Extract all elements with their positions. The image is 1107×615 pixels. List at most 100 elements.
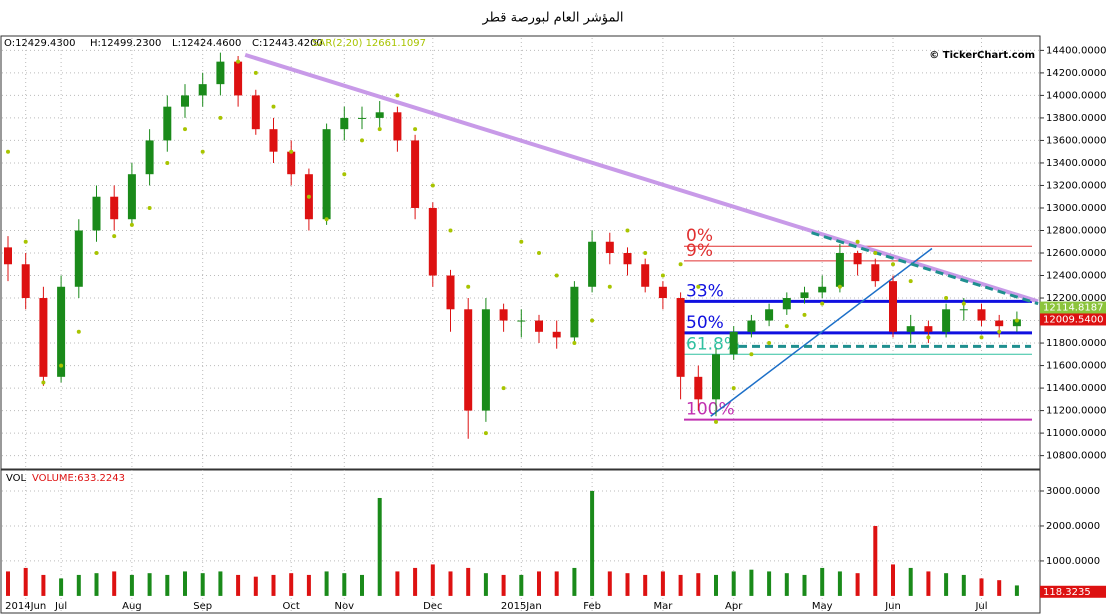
sar-dot: [607, 284, 612, 289]
volume-bar: [660, 571, 665, 596]
ohlc-close: C:12443.4200: [252, 38, 323, 49]
volume-bar: [395, 571, 400, 596]
sar-dot: [944, 296, 949, 301]
sar-dot: [873, 251, 878, 255]
last-value-label: 12114.8187: [1043, 303, 1103, 314]
volume-bar: [714, 574, 718, 596]
volume-bar: [749, 569, 754, 596]
y-tick-label: 12600.0000: [1046, 248, 1106, 259]
sar-dot: [183, 127, 187, 132]
candle-body: [765, 309, 774, 321]
volume-legend: VOLUME:633.2243: [32, 473, 125, 484]
volume-bar: [820, 567, 825, 596]
volume-frame: [0, 469, 1041, 614]
candle-body: [428, 207, 437, 276]
fib-label: 0%: [686, 226, 713, 246]
volume-bar: [908, 567, 913, 596]
sar-dot: [891, 262, 895, 267]
sar-dot: [94, 251, 99, 255]
sar-dot: [643, 251, 648, 255]
sar-dot: [749, 352, 754, 357]
candle-body: [4, 247, 12, 265]
sar-dot: [678, 262, 683, 267]
volume-bar: [643, 574, 648, 596]
sar-dot: [23, 239, 28, 244]
trendline: [244, 52, 1039, 304]
volume-bar: [678, 574, 683, 596]
last-value-box: [1040, 313, 1106, 326]
volume-bar: [165, 574, 170, 596]
candle-body: [623, 253, 632, 265]
volume-bar: [944, 573, 949, 596]
fib-label: 33%: [686, 281, 724, 301]
volume-title: VOL: [6, 473, 27, 484]
volume-bar: [112, 571, 117, 596]
sar-dot: [466, 284, 471, 289]
y-tick-label: 2000.0000: [1046, 521, 1100, 532]
volume-bar: [554, 571, 559, 596]
candle-body: [358, 117, 366, 119]
candle-body: [906, 326, 915, 332]
volume-bar: [837, 571, 842, 596]
sar-dot: [289, 149, 294, 154]
x-tick-label: Mar: [653, 601, 673, 612]
sar-dot: [6, 149, 10, 154]
x-tick-label: Nov: [335, 601, 355, 612]
x-tick-label: Sep: [193, 601, 212, 612]
x-tick-label: Apr: [725, 601, 743, 612]
volume-bar: [448, 571, 453, 596]
volume-bar: [342, 573, 347, 596]
candle-body: [818, 286, 827, 293]
sar-dot: [200, 149, 205, 154]
volume-bar: [572, 567, 577, 596]
volume-bar: [200, 573, 205, 596]
sar-dot: [129, 222, 134, 227]
volume-bar: [855, 573, 860, 596]
sar-dot: [395, 93, 400, 98]
sar-dot: [660, 273, 665, 278]
sar-dot: [76, 329, 81, 334]
sar-dot: [236, 59, 241, 64]
x-tick-label: Jul: [974, 601, 987, 612]
sar-dot: [501, 386, 506, 391]
fib-label: 61.8%: [686, 334, 740, 354]
y-tick-label: 14000.0000: [1046, 90, 1106, 101]
sar-dot: [537, 251, 541, 255]
x-tick-label: 2014Jun: [5, 601, 46, 612]
candle-body: [411, 140, 420, 208]
sar-dot: [767, 341, 772, 346]
candle-body: [641, 264, 650, 287]
volume-bar: [271, 574, 276, 596]
fib-label: 100%: [686, 400, 735, 420]
volume-bar: [430, 564, 435, 596]
x-tick-label: Jun: [884, 601, 901, 612]
x-tick-label: Jul: [54, 601, 67, 612]
sar-dot: [979, 335, 984, 340]
candle-body: [110, 196, 119, 220]
candle-body: [871, 264, 880, 282]
candle-body: [782, 298, 791, 310]
sar-dot: [908, 279, 913, 284]
volume-bar: [218, 571, 223, 596]
candle-body: [535, 320, 543, 332]
sar-dot: [961, 301, 966, 306]
candle-body: [552, 331, 561, 338]
volume-bar: [59, 578, 64, 596]
y-tick-label: 13800.0000: [1046, 113, 1106, 124]
y-tick-label: 1000.0000: [1046, 556, 1100, 567]
candle-body: [676, 298, 685, 377]
volume-bar: [784, 573, 789, 596]
last-volume-label: 118.3235: [1043, 587, 1091, 598]
sar-dot: [253, 70, 258, 75]
volume-bar: [253, 576, 258, 596]
candle-body: [57, 286, 66, 377]
y-tick-label: 13400.0000: [1046, 158, 1106, 169]
sar-dot: [271, 104, 276, 109]
fib-label: 50%: [686, 313, 724, 333]
sar-dot: [324, 217, 329, 222]
sar-dot: [625, 228, 630, 233]
volume-bar: [997, 580, 1002, 596]
volume-bar: [23, 567, 28, 596]
